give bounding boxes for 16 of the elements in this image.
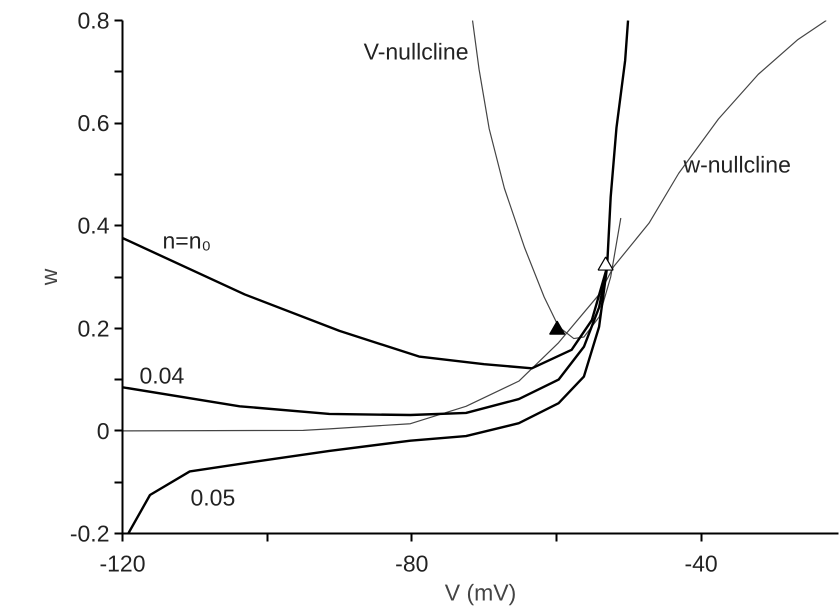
- x-axis-title: V (mV): [444, 580, 516, 606]
- y-tick-label: -0.2: [70, 520, 110, 546]
- series-label: 0.04: [140, 362, 184, 388]
- series-label: V-nullcline: [364, 38, 469, 64]
- y-tick-label: 0.6: [78, 110, 110, 136]
- y-tick-label: 0: [96, 418, 110, 444]
- series-label: n=n₀: [162, 228, 212, 254]
- x-tick-label: -40: [684, 550, 718, 576]
- series-label: w-nullcline: [682, 152, 791, 178]
- y-tick-label: 0.8: [78, 8, 110, 34]
- x-tick-label: -120: [99, 550, 146, 576]
- y-tick-label: 0.2: [78, 315, 110, 342]
- x-tick-label: -80: [395, 550, 428, 576]
- y-axis-title: w: [36, 268, 62, 286]
- y-tick-label: 0.4: [78, 212, 110, 239]
- series-label: 0.05: [190, 484, 236, 510]
